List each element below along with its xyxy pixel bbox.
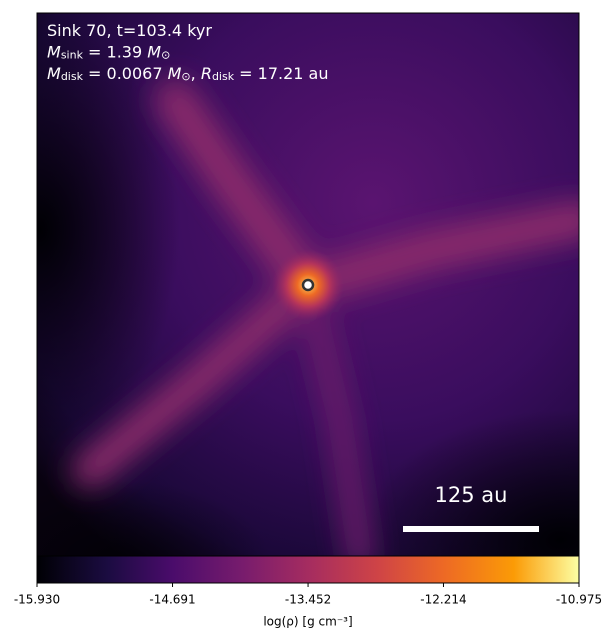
tick-label: -12.214 [420, 593, 466, 607]
annotation: Sink 70, t=103.4 kyr [47, 21, 212, 40]
annotation-part: = 0.0067 [83, 64, 168, 83]
annotation-part: , [191, 64, 201, 83]
tick-label: -14.691 [149, 593, 195, 607]
tick-label: -10.975 [556, 593, 602, 607]
scalebar [403, 526, 539, 532]
tick-label: -13.452 [285, 593, 331, 607]
annotation-part: M [147, 42, 161, 61]
annotation-part: Sink 70, t=103.4 kyr [47, 21, 212, 40]
scalebar-label: 125 au [435, 483, 508, 507]
annotation: Msink = 1.39 M⊙ [47, 42, 170, 62]
annotation-part: sink [61, 49, 84, 62]
annotation-part: = 17.21 au [234, 64, 328, 83]
colorbar [36, 555, 580, 584]
annotation-part: = 1.39 [83, 42, 147, 61]
tick-label: -15.930 [14, 593, 60, 607]
annotation-part: ⊙ [161, 49, 170, 62]
colorbar-label: log(ρ) [g cm⁻³] [263, 615, 352, 629]
annotation-part: disk [61, 70, 84, 83]
annotation-part: R [201, 64, 212, 83]
colorbar-ticks: -15.930 -14.691 -13.452 -12.214 -10.975 [14, 583, 602, 607]
annotation-part: ⊙ [181, 70, 190, 83]
annotation-part: M [47, 64, 61, 83]
density-map [37, 13, 579, 556]
annotation-part: M [168, 64, 182, 83]
annotation: Mdisk = 0.0067 M⊙, Rdisk = 17.21 au [47, 64, 329, 84]
annotation-part: M [47, 42, 61, 61]
annotation-part: disk [212, 70, 235, 83]
